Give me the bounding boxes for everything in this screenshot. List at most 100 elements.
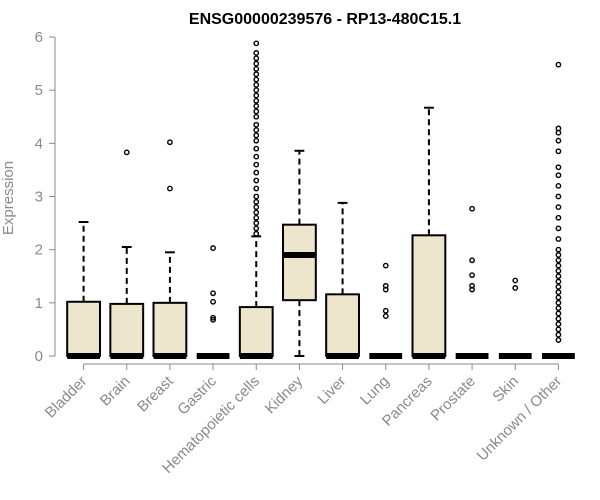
outlier-point [469,282,475,289]
outlier-point [253,97,260,104]
outlier-point [555,299,562,306]
outlier-point [512,285,519,291]
y-axis: 0 1 2 3 4 5 6 [35,29,56,365]
outlier-point [253,87,260,94]
outlier-point [555,182,562,189]
outlier-point [555,214,562,221]
outlier-point [253,204,260,211]
outlier-point [555,262,562,269]
outlier-point [210,314,216,321]
outlier-point [123,149,130,156]
outlier-point [555,236,562,242]
outlier-point [555,331,562,338]
outlier-point [512,277,519,284]
box [411,234,447,357]
outlier-point [253,214,260,221]
box [282,223,317,302]
outlier-point [210,245,216,251]
outlier-point [253,225,260,232]
box-group-pancreas [411,106,447,359]
outlier-point [253,40,260,47]
outlier-point [253,220,260,226]
outlier-point [555,315,562,322]
outlier-point [253,113,260,120]
outlier-point [253,103,260,110]
outlier-point [253,161,260,168]
outlier-point [210,298,216,305]
x-tick-label: Breast [134,372,177,415]
outlier-point [555,310,562,317]
outlier-point [253,121,260,128]
outlier-point [253,145,260,152]
box-group-unknown-other [542,61,575,359]
x-tick-label: Brain [97,373,134,410]
outlier-point [253,177,260,184]
outlier-point [555,148,562,155]
box-group-bladder [66,221,101,359]
outlier-point [382,282,389,289]
outlier-point [555,273,562,280]
outlier-point [253,76,260,83]
outlier-point [555,246,562,253]
y-tick-label: 0 [35,348,43,365]
outlier-point [253,66,260,72]
outlier-point [555,252,562,258]
outlier-point [253,127,260,133]
outlier-point [253,50,260,56]
outlier-point [555,61,562,68]
outlier-point [555,125,562,132]
outlier-point [253,153,260,160]
x-tick-label: Prostate [427,373,479,425]
y-tick-label: 3 [35,189,43,206]
outlier-point [382,307,389,314]
outlier-point [253,92,260,99]
outlier-point [555,204,562,211]
outlier-point [555,321,562,327]
y-tick-label: 1 [35,295,43,312]
y-tick-label: 2 [35,242,43,259]
outlier-point [555,268,562,274]
x-tick-label: Liver [314,373,349,408]
outlier-point [555,137,562,144]
box [238,306,274,358]
x-tick-label: Lung [357,373,393,409]
outlier-point [555,326,562,333]
outlier-point [469,205,475,212]
box-group-breast [152,139,188,359]
x-tick-label: Kidney [262,372,307,417]
outlier-point [253,55,260,62]
box-group-lung [369,262,403,359]
outlier-point [382,262,389,269]
outlier-point [469,257,475,264]
box-group-prostate [455,205,489,359]
box [109,302,145,357]
outlier-point [382,313,389,320]
outlier-point [167,139,173,146]
outlier-point [167,185,173,192]
plot-area [66,40,575,359]
outlier-point [253,230,260,237]
y-tick-label: 4 [35,135,43,152]
outlier-point [253,108,260,115]
outlier-point [253,71,260,78]
x-tick-label: Bladder [42,373,91,422]
box [152,301,188,358]
outlier-point [253,185,260,192]
outlier-point [555,337,562,343]
box-group-hematopoietic-cells [238,40,274,359]
outlier-point [469,272,475,279]
outlier-point [210,316,216,323]
box-group-liver [325,201,360,359]
outlier-point [555,193,562,200]
box [66,300,101,357]
box [325,293,360,357]
outlier-point [555,283,562,290]
box-group-brain [109,149,145,359]
outlier-point [253,193,260,200]
outlier-point [555,294,562,301]
box-group-skin [498,277,532,359]
y-axis-label: Expression [0,161,17,235]
outlier-point [555,257,562,264]
